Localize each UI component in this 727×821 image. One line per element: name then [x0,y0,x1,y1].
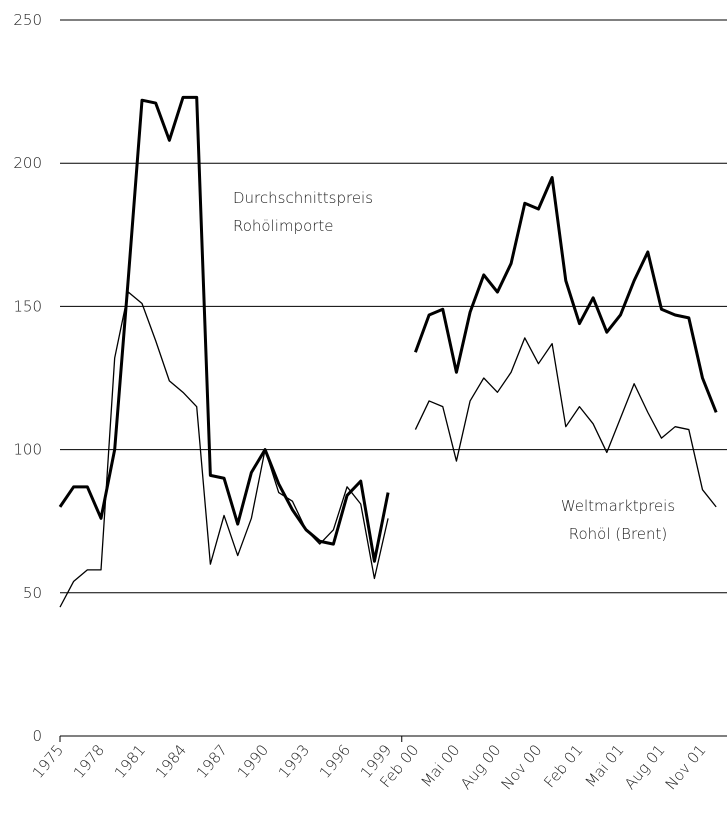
x-tick-label: Feb 01 [540,741,586,791]
x-tick-label: 1981 [111,741,149,782]
y-tick-label: 150 [13,297,42,315]
x-tick-label: Nov 01 [662,741,710,793]
annotation: Weltmarktpreis [561,497,675,515]
x-tick-label: Aug 00 [457,741,505,793]
annotation: Durchschnittspreis [233,189,373,207]
series-line [58,95,718,563]
x-tick-label: 1984 [152,741,190,782]
annotation: Rohöl (Brent) [569,525,668,543]
x-tick-label: 1996 [316,741,354,782]
y-tick-label: 250 [13,11,42,29]
x-tick-label: 1975 [29,741,67,782]
x-tick-label: Mai 00 [417,741,463,791]
x-tick-label: 1978 [70,741,108,782]
y-tick-label: 0 [32,727,42,745]
x-tick-label: Aug 01 [621,741,669,793]
x-tick-label: 1987 [193,741,231,782]
y-tick-label: 200 [13,154,42,172]
x-tick-label: 1990 [234,741,272,782]
annotation: Rohölimporte [233,217,334,235]
y-tick-label: 100 [13,441,42,459]
x-tick-label: Nov 00 [498,741,546,793]
series-line [59,291,717,608]
x-tick-label: 1993 [275,741,313,782]
y-tick-label: 50 [23,584,42,602]
x-tick-label: Mai 01 [582,741,628,791]
